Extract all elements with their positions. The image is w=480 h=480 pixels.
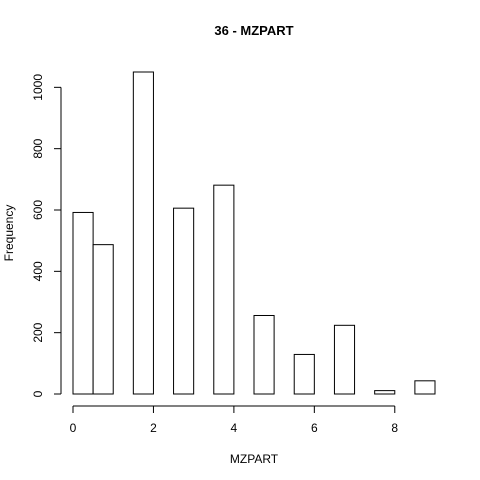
histogram-bar-1 [92,244,114,395]
histogram-bar-13 [333,324,356,395]
histogram-bar-0 [72,211,94,395]
x-tick-label-3: 6 [311,421,318,435]
bars-group [72,71,436,395]
y-tick-label-2: 400 [31,261,45,281]
histogram-bar-15 [374,390,396,395]
x-tick-label-2: 4 [231,421,238,435]
x-axis-label: MZPART [230,452,279,466]
histogram-bar-9 [253,314,275,395]
x-tick-label-4: 8 [391,421,398,435]
histogram-bar-11 [293,353,315,395]
y-axis-label: Frequency [2,205,16,262]
x-tick-label-0: 0 [70,421,77,435]
y-tick-label-0: 0 [31,390,45,397]
y-tick-label-1: 200 [31,322,45,342]
y-tick-label-5: 1000 [31,74,45,101]
chart-title: 36 - MZPART [214,23,293,38]
x-tick-label-1: 2 [150,421,157,435]
histogram-bar-17 [414,380,436,395]
histogram-bar-7 [213,184,235,395]
y-tick-label-3: 600 [31,200,45,220]
x-axis: 0 2 4 6 8 [70,405,398,435]
y-tick-label-4: 800 [31,138,45,158]
histogram-bar-3 [132,71,154,395]
y-axis: 0 200 400 600 800 1000 [31,74,62,397]
histogram-bar-5 [173,207,195,395]
